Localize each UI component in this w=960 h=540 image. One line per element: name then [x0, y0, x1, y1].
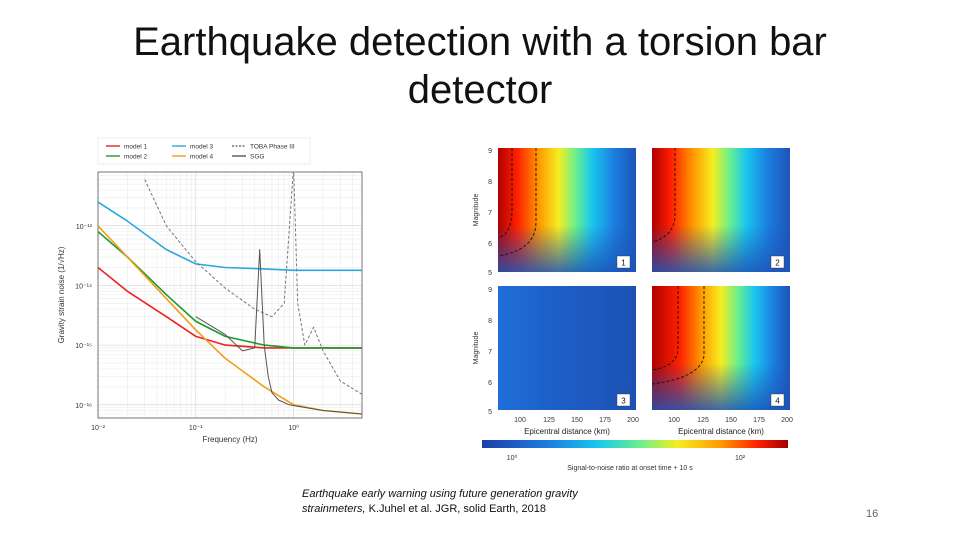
y-tick-labels: 10⁻¹³ 10⁻¹⁴ 10⁻¹⁵ 10⁻¹⁶ — [75, 224, 92, 410]
x-label-right: Epicentral distance (km) — [678, 427, 764, 436]
legend-label: model 1 — [124, 144, 148, 151]
magnitude-label-top: Magnitude — [473, 194, 480, 227]
svg-text:150: 150 — [725, 417, 737, 424]
y-axis-label: Gravity strain noise (1/√Hz) — [57, 246, 66, 343]
series-line-model-2 — [98, 230, 362, 349]
heatmap-panel-4: 4 — [651, 286, 790, 410]
svg-text:9: 9 — [488, 148, 492, 155]
svg-text:200: 200 — [627, 417, 639, 424]
svg-text:125: 125 — [697, 417, 709, 424]
contour-line — [651, 148, 676, 243]
legend-label: model 3 — [190, 144, 214, 151]
plot-frame — [97, 171, 363, 419]
y-tick-label: 10⁻¹⁴ — [75, 283, 92, 290]
svg-text:200: 200 — [781, 417, 793, 424]
heatmap-panel-1: 1 — [497, 148, 636, 272]
svg-text:6: 6 — [488, 241, 492, 248]
panel-label-4: 4 — [775, 397, 780, 406]
caption-italic: Earthquake early warning using future ge… — [302, 488, 578, 515]
figure-caption: Earthquake early warning using future ge… — [302, 487, 632, 517]
panel-label-3: 3 — [621, 397, 626, 406]
strain-noise-chart: 10⁻¹³ 10⁻¹⁴ 10⁻¹⁵ 10⁻¹⁶ 10⁻² 10⁻¹ 10⁰ model 1… — [34, 136, 416, 454]
colorbar-tick-low: 10⁰ — [507, 454, 518, 462]
contour-line — [651, 286, 679, 371]
x-label-left: Epicentral distance (km) — [524, 427, 610, 436]
panel-label-2: 2 — [775, 259, 780, 268]
slide-title: Earthquake detection with a torsion bar … — [60, 18, 900, 114]
heatmap-panel-2: 2 — [651, 148, 790, 272]
legend-label: TOBA Phase III — [250, 144, 295, 151]
svg-text:100: 100 — [514, 417, 526, 424]
colorbar — [482, 440, 788, 448]
svg-text:175: 175 — [599, 417, 611, 424]
svg-text:7: 7 — [488, 349, 492, 356]
x-axis-label: Frequency (Hz) — [202, 435, 257, 444]
svg-text:5: 5 — [488, 270, 492, 277]
heatmap-y-ticks: 9 8 7 6 5 9 8 7 6 5 — [488, 148, 492, 416]
svg-text:5: 5 — [488, 409, 492, 416]
heatmap-panel-3: 3 — [498, 286, 636, 410]
svg-text:7: 7 — [488, 210, 492, 217]
svg-text:9: 9 — [488, 287, 492, 294]
panel-label-1: 1 — [621, 259, 626, 268]
svg-text:150: 150 — [571, 417, 583, 424]
x-tick-label: 10⁻¹ — [189, 425, 203, 432]
svg-text:125: 125 — [543, 417, 555, 424]
heatmap-x-ticks: 100 125 150 175 200 100 125 150 175 200 — [514, 417, 793, 424]
contour-line — [497, 148, 537, 257]
svg-text:8: 8 — [488, 318, 492, 325]
chart-legend: model 1 model 2 model 3 model 4 TOBA Phase I… — [97, 137, 311, 165]
contour-line — [497, 148, 513, 239]
x-tick-label: 10⁻² — [91, 425, 105, 432]
y-tick-label: 10⁻¹⁵ — [75, 343, 92, 350]
page-number: 16 — [866, 508, 879, 520]
legend-label: SGG — [250, 154, 264, 161]
y-tick-label: 10⁻¹³ — [76, 224, 93, 231]
legend-label: model 2 — [124, 154, 148, 161]
svg-text:6: 6 — [488, 380, 492, 387]
magnitude-label-bottom: Magnitude — [473, 332, 480, 365]
legend-label: model 4 — [190, 154, 214, 161]
svg-text:175: 175 — [753, 417, 765, 424]
colorbar-label: Signal-to-noise ratio at onset time + 10… — [567, 465, 693, 472]
x-tick-labels: 10⁻² 10⁻¹ 10⁰ — [91, 424, 299, 432]
series-layer — [98, 172, 362, 415]
series-line-model-3 — [98, 201, 362, 272]
contour-line — [651, 286, 705, 385]
series-line-sgg — [195, 249, 362, 415]
snr-heatmap-figure: 1 2 3 4 9 8 7 6 5 9 8 7 6 5 Magnitude Ma… — [473, 148, 793, 472]
x-tick-label: 10⁰ — [288, 424, 299, 432]
caption-reference: K.Juhel et al. JGR, solid Earth, 2018 — [365, 503, 546, 515]
colorbar-tick-high: 10² — [735, 455, 746, 462]
title-line-2: detector — [407, 68, 553, 112]
svg-text:100: 100 — [668, 417, 680, 424]
title-line-1: Earthquake detection with a torsion bar — [133, 20, 827, 64]
y-tick-label: 10⁻¹⁶ — [75, 403, 92, 410]
svg-text:8: 8 — [488, 179, 492, 186]
